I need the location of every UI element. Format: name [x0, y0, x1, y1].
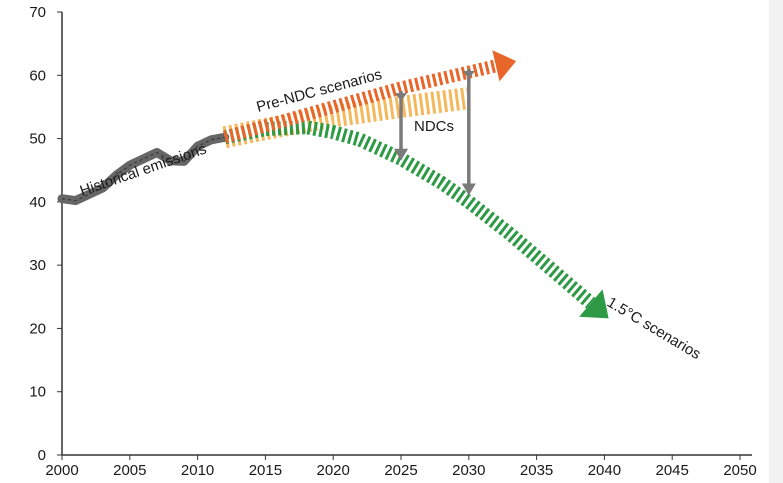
y-tick-label: 50	[29, 131, 46, 148]
y-tick-label: 0	[38, 447, 46, 464]
historical-emissions-label: Historical emissions	[78, 141, 209, 200]
x-tick-label: 2000	[45, 462, 78, 479]
one-point-five-c-scenarios-label: 1.5°C scenarios	[604, 294, 704, 363]
x-tick-label: 2035	[520, 462, 553, 479]
reduction-arrow-head	[394, 148, 408, 161]
arrow-layer	[394, 68, 476, 196]
ndc-step-arrow-head	[395, 93, 407, 102]
ndc-step-arrow-head	[462, 70, 475, 79]
y-tick-label: 20	[29, 320, 46, 337]
x-tick-label: 2045	[656, 462, 689, 479]
right-edge-strip	[769, 0, 783, 483]
x-tick-label: 2015	[249, 462, 282, 479]
x-tick-label: 2020	[317, 462, 350, 479]
y-tick-label: 40	[29, 194, 46, 211]
historical-emissions-centreline	[61, 136, 225, 202]
x-ticks: 2000 2005 2010 2015 2020 2025 2030 2035 2040 2045…	[45, 455, 757, 479]
y-ticks: 0 10 20 30 40 50 60 70	[29, 4, 62, 464]
one-point-five-c-series	[223, 120, 596, 309]
x-tick-label: 2030	[452, 462, 485, 479]
x-tick-label: 2005	[113, 462, 146, 479]
axes	[61, 12, 752, 456]
reduction-arrow-head	[461, 183, 476, 196]
pre-ndc-arrowhead	[492, 50, 517, 82]
x-tick-label: 2040	[588, 462, 621, 479]
one-point-five-c-arrowhead	[579, 289, 609, 319]
x-tick-label: 2025	[384, 462, 417, 479]
x-tick-label: 2010	[181, 462, 214, 479]
y-tick-label: 30	[29, 257, 46, 274]
ndcs-label: NDCs	[414, 118, 454, 135]
y-tick-label: 70	[29, 4, 46, 21]
y-tick-label: 60	[29, 67, 46, 84]
ndcs-series	[222, 87, 471, 149]
x-tick-label: 2050	[723, 462, 756, 479]
y-tick-label: 10	[29, 384, 46, 401]
